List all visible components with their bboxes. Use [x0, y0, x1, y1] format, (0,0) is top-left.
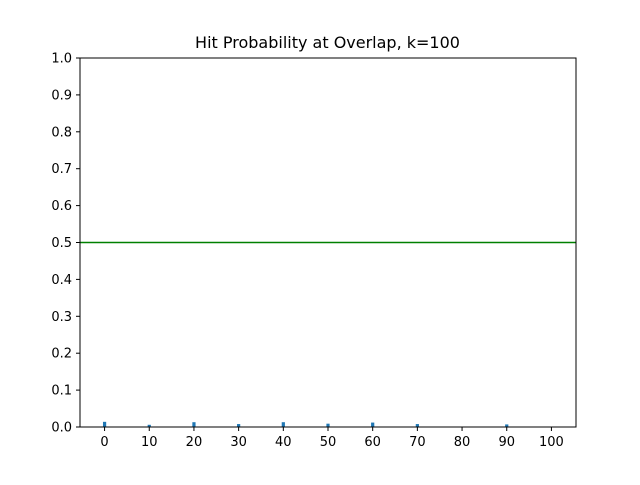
bar	[237, 424, 241, 427]
bar	[192, 422, 196, 427]
x-tick-label: 40	[275, 435, 292, 450]
x-tick-label: 100	[539, 435, 564, 450]
bar	[415, 424, 419, 427]
x-tick-label: 70	[409, 435, 426, 450]
y-tick-label: 0.0	[51, 421, 72, 436]
y-tick-label: 0.1	[51, 384, 72, 399]
y-tick-label: 0.6	[51, 199, 72, 214]
bar	[147, 424, 151, 427]
x-tick-label: 20	[186, 435, 203, 450]
y-tick-label: 0.5	[51, 236, 72, 251]
bar	[371, 422, 375, 427]
y-tick-label: 0.7	[51, 162, 72, 177]
y-tick-label: 0.4	[51, 273, 72, 288]
bar	[102, 421, 107, 427]
bar	[281, 422, 285, 427]
y-tick-label: 0.3	[51, 310, 72, 325]
x-tick-label: 90	[498, 435, 515, 450]
x-tick-label: 30	[230, 435, 247, 450]
x-tick-label: 60	[364, 435, 381, 450]
bar	[326, 423, 330, 427]
y-tick-label: 0.2	[51, 347, 72, 362]
y-tick-label: 0.8	[51, 125, 72, 140]
chart-title: Hit Probability at Overlap, k=100	[195, 33, 460, 52]
x-tick-label: 0	[100, 435, 108, 450]
x-tick-label: 80	[454, 435, 471, 450]
y-tick-label: 0.9	[51, 88, 72, 103]
bar	[505, 424, 509, 427]
x-tick-label: 10	[141, 435, 158, 450]
plot-area: 0 10 20 30 40 50 60 70 80 90 100 0.0 0.1 0.2 0.3 0.4 0.5…	[51, 52, 577, 450]
x-tick-label: 50	[320, 435, 337, 450]
y-tick-label: 1.0	[51, 52, 72, 67]
